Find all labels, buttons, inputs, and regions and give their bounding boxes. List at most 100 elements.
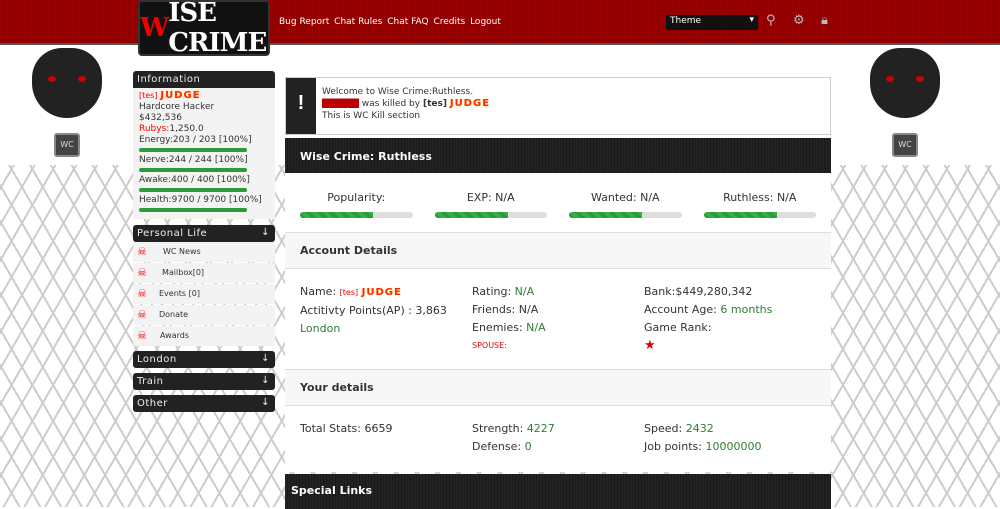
awake-label: Awake:400 / 400 [100%] (139, 175, 250, 185)
nav-credits[interactable]: Credits (433, 17, 466, 27)
your-details-header: Your details (285, 369, 831, 406)
rating-value: N/A (514, 285, 535, 298)
total-stats: Total Stats: 6659 (300, 422, 393, 435)
health-label: Health:9700 / 9700 [100%] (139, 195, 262, 205)
search-icon[interactable]: ⚲ (766, 13, 776, 28)
personal-life-header[interactable]: Personal Life ↓ (133, 225, 275, 242)
your-details: Total Stats: 6659 Strength: 4227 Defense… (285, 406, 831, 472)
defense-label: Defense: (472, 440, 522, 453)
sidebar: Information [tes] JUDGE Hardcore Hacker … (133, 71, 275, 412)
nav-logout[interactable]: Logout (470, 17, 501, 27)
other-header[interactable]: Other ↓ (133, 395, 275, 412)
job-points-label: Job points: (644, 440, 702, 453)
skull-icon: ☠ (137, 308, 147, 321)
spouse: SPOUSE: (472, 341, 507, 350)
dog-mascot-right: WC (850, 48, 960, 158)
name-value[interactable]: JUDGE (361, 287, 402, 298)
stat-3: Ruthless: N/A (703, 191, 816, 218)
stat-label: Ruthless: N/A (723, 191, 797, 204)
special-links-header: Special Links (285, 474, 831, 509)
strength-label: Strength: (472, 422, 524, 435)
rating-label: Rating: (472, 285, 512, 298)
account-age-label: Account Age: (644, 303, 717, 316)
gear-icon[interactable]: ⚙ (793, 13, 805, 28)
arrow-down-icon: ↓ (261, 397, 270, 408)
nav-chat-rules[interactable]: Chat Rules (334, 17, 383, 27)
overview-panel: Wise Crime: Ruthless Popularity: EXP: N/A… (285, 138, 831, 472)
energy-label: Energy:203 / 203 [100%] (139, 135, 252, 145)
stat-bar (300, 212, 413, 218)
skull-icon: ☠ (137, 245, 147, 258)
skull-icon: ☠ (137, 266, 147, 279)
alert-welcome: Welcome to Wise Crime:Ruthless. (322, 87, 474, 97)
stat-0: Popularity: (300, 191, 413, 218)
nav-chat-faq[interactable]: Chat FAQ (387, 17, 429, 27)
top-nav: Bug Report Chat Rules Chat FAQ Credits L… (279, 17, 503, 27)
logo[interactable]: W ISE CRIME (138, 0, 270, 58)
stat-bar (569, 212, 682, 218)
stat-2: Wanted: N/A (569, 191, 682, 218)
star-icon: ★ (644, 338, 656, 353)
skull-icon: ☠ (137, 287, 147, 300)
menu-item-label: Mailbox[0] (162, 268, 205, 277)
money: $432,536 (139, 113, 182, 123)
london-label: London (137, 354, 177, 365)
awake-bar (139, 188, 247, 192)
kill-alert: ! Welcome to Wise Crime:Ruthless. ██████… (285, 77, 831, 135)
nerve-label: Nerve:244 / 244 [100%] (139, 155, 248, 165)
name-label: Name: (300, 285, 337, 298)
friends: Friends: N/A (472, 303, 539, 316)
panel-title: Wise Crime: Ruthless (285, 138, 831, 173)
train-header[interactable]: Train ↓ (133, 373, 275, 390)
stat-1: EXP: N/A (434, 191, 547, 218)
menu-item-label: Events [0] (159, 289, 200, 298)
game-rank-label: Game Rank: (644, 321, 712, 334)
menu-item-events[interactable]: ☠ Events [0] (133, 284, 275, 304)
other-label: Other (137, 398, 168, 409)
strength-value: 4227 (526, 422, 555, 435)
account-details: Name: [tes] JUDGE Actitivty Points(AP) :… (285, 269, 831, 369)
skull-icon: ☠ (137, 329, 147, 342)
lock-icon[interactable]: 🔒︎ (821, 13, 828, 28)
stat-bar (434, 212, 547, 218)
killed-text: was killed by (361, 99, 421, 109)
victim-name-image[interactable]: ██████ (322, 99, 359, 108)
theme-select[interactable]: Theme (666, 15, 758, 30)
london-header[interactable]: London ↓ (133, 351, 275, 368)
killer-name[interactable]: JUDGE (449, 98, 491, 109)
health-bar (139, 208, 247, 212)
rubys-label: Rubys: (139, 124, 170, 134)
alert-footer: This is WC Kill section (322, 111, 421, 121)
arrow-down-icon: ↓ (261, 227, 270, 238)
username[interactable]: JUDGE (160, 90, 201, 101)
stat-label: EXP: N/A (466, 191, 515, 204)
killer-tag[interactable]: [tes] (422, 99, 447, 109)
menu-item-label: Awards (160, 331, 189, 340)
gang-tag[interactable]: [tes] (139, 91, 158, 100)
nav-bug-report[interactable]: Bug Report (279, 17, 330, 27)
bank: Bank:$449,280,342 (644, 285, 753, 298)
stat-label: Popularity: (327, 191, 386, 204)
exclamation-icon: ! (286, 78, 316, 134)
speed-value: 2432 (685, 422, 714, 435)
personal-life-label: Personal Life (137, 228, 208, 239)
enemies-label: Enemies: (472, 321, 523, 334)
job-points-value: 10000000 (705, 440, 762, 453)
menu-item-mailbox[interactable]: ☠ Mailbox[0] (133, 263, 275, 283)
arrow-down-icon: ↓ (261, 353, 270, 364)
account-age-value: 6 months (720, 303, 773, 316)
rubys-value: 1,250.0 (169, 124, 204, 134)
stat-bar-fill (569, 212, 643, 218)
stat-bar (703, 212, 816, 218)
menu-item-label: Donate (159, 310, 189, 319)
speed-label: Speed: (644, 422, 683, 435)
menu-item-awards[interactable]: ☠ Awards (133, 326, 275, 346)
menu-item-label: WC News (163, 247, 201, 256)
city[interactable]: London (300, 322, 341, 335)
nerve-bar (139, 168, 247, 172)
menu-item-wc-news[interactable]: ☠ WC News (133, 242, 275, 262)
stat-bars: Popularity: EXP: N/A Wanted: N/A Ruthless: … (285, 173, 831, 232)
name-gang-tag[interactable]: [tes] (339, 288, 359, 297)
information-panel: [tes] JUDGE Hardcore Hacker $432,536 Rub… (133, 88, 275, 219)
menu-item-donate[interactable]: ☠ Donate (133, 305, 275, 325)
